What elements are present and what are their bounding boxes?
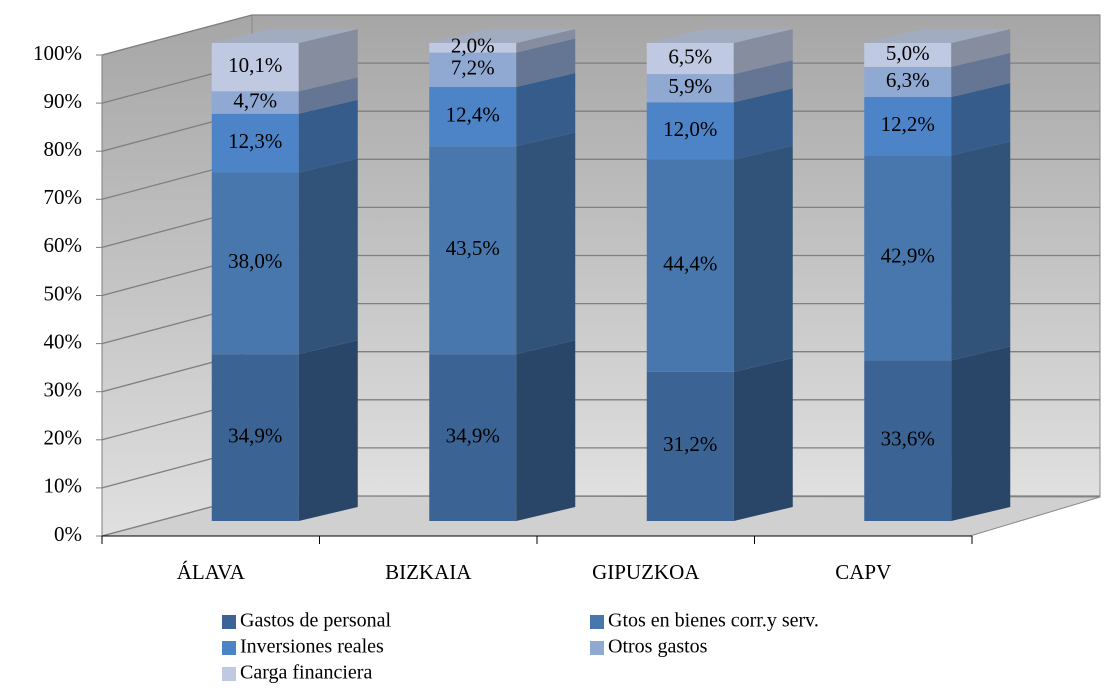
bar-side [298, 340, 358, 521]
bar-side [516, 340, 576, 521]
legend-label: Otros gastos [608, 636, 708, 658]
legend-label: Inversiones reales [240, 636, 384, 658]
bar-segment [646, 159, 734, 372]
y-tick-label: 90% [44, 89, 83, 113]
data-label: 44,4% [663, 252, 717, 276]
bar-side [516, 38, 576, 87]
y-tick-label: 10% [44, 474, 83, 498]
bar-top [211, 29, 358, 43]
bar-segment [211, 354, 299, 521]
bar-segment [211, 43, 299, 92]
bar-segment [429, 43, 517, 53]
data-label: 12,3% [228, 129, 282, 153]
bar-side [951, 83, 1011, 156]
x-tick-label: GIPUZKOA [592, 560, 700, 584]
data-label: 10,1% [228, 53, 282, 77]
data-label: 12,2% [881, 112, 935, 136]
y-tick-label: 100% [33, 41, 82, 65]
bar-segment [864, 360, 952, 521]
bar-side [516, 72, 576, 147]
bar-top [429, 29, 576, 43]
x-tick-label: CAPV [835, 560, 891, 584]
bar-side [733, 145, 793, 372]
x-tick-label: ÁLAVA [177, 560, 246, 584]
bar-segment [429, 86, 517, 147]
data-label: 43,5% [446, 236, 500, 260]
legend-swatch [222, 667, 236, 681]
data-label: 38,0% [228, 249, 282, 273]
y-tick-label: 0% [54, 522, 82, 546]
bar-segment [429, 146, 517, 355]
data-label: 42,9% [881, 244, 935, 268]
bar-side [298, 99, 358, 173]
data-label: 5,0% [886, 41, 930, 65]
grid-line [101, 14, 1100, 56]
bar-segment [864, 43, 952, 67]
legend-swatch [590, 615, 604, 629]
y-tick-label: 40% [44, 329, 83, 353]
bar-side [733, 29, 793, 75]
data-label: 34,9% [228, 423, 282, 447]
bar-segment [211, 172, 299, 355]
bar-segment [646, 102, 734, 160]
bar-segment [864, 97, 952, 156]
bar-side [951, 52, 1011, 98]
data-label: 34,9% [446, 423, 500, 447]
bar-top [864, 29, 1011, 43]
bar-segment [646, 43, 734, 75]
bar-segment [429, 354, 517, 521]
bar-segment [429, 52, 517, 87]
bar-segment [864, 66, 952, 98]
y-tick-label: 30% [44, 378, 83, 402]
bar-segment [211, 113, 299, 173]
bar-side [951, 141, 1011, 361]
x-tick-label: BIZKAIA [385, 560, 472, 584]
y-tick-label: 70% [44, 185, 83, 209]
y-tick-label: 60% [44, 233, 83, 257]
bar-side [298, 29, 358, 92]
data-label: 12,0% [663, 117, 717, 141]
data-label: 4,7% [233, 88, 277, 112]
legend-swatch [590, 641, 604, 655]
data-label: 7,2% [451, 56, 495, 80]
legend-label: Gtos en bienes corr.y serv. [608, 610, 819, 632]
bar-side [516, 29, 576, 53]
bar-side [298, 77, 358, 114]
data-label: 6,5% [668, 44, 712, 68]
data-label: 5,9% [668, 74, 712, 98]
bar-side [733, 60, 793, 103]
legend-swatch [222, 615, 236, 629]
bar-side [298, 158, 358, 355]
bar-side [733, 357, 793, 521]
bar-side [951, 346, 1011, 521]
legend-swatch [222, 641, 236, 655]
bar-segment [646, 74, 734, 103]
bar-side [951, 29, 1011, 67]
data-label: 31,2% [663, 432, 717, 456]
bar-segment [646, 371, 734, 521]
data-label: 6,3% [886, 68, 930, 92]
legend-label: Gastos de personal [240, 610, 392, 632]
y-tick-label: 80% [44, 137, 83, 161]
data-label: 12,4% [446, 102, 500, 126]
bar-segment [211, 91, 299, 114]
data-label: 2,0% [451, 34, 495, 58]
legend-label: Carga financiera [240, 662, 372, 684]
bar-segment [864, 155, 952, 361]
bar-side [733, 88, 793, 160]
y-tick-label: 20% [44, 426, 83, 450]
bar-top [646, 29, 793, 43]
data-label: 33,6% [881, 427, 935, 451]
y-tick-label: 50% [44, 281, 83, 305]
bar-side [516, 132, 576, 355]
